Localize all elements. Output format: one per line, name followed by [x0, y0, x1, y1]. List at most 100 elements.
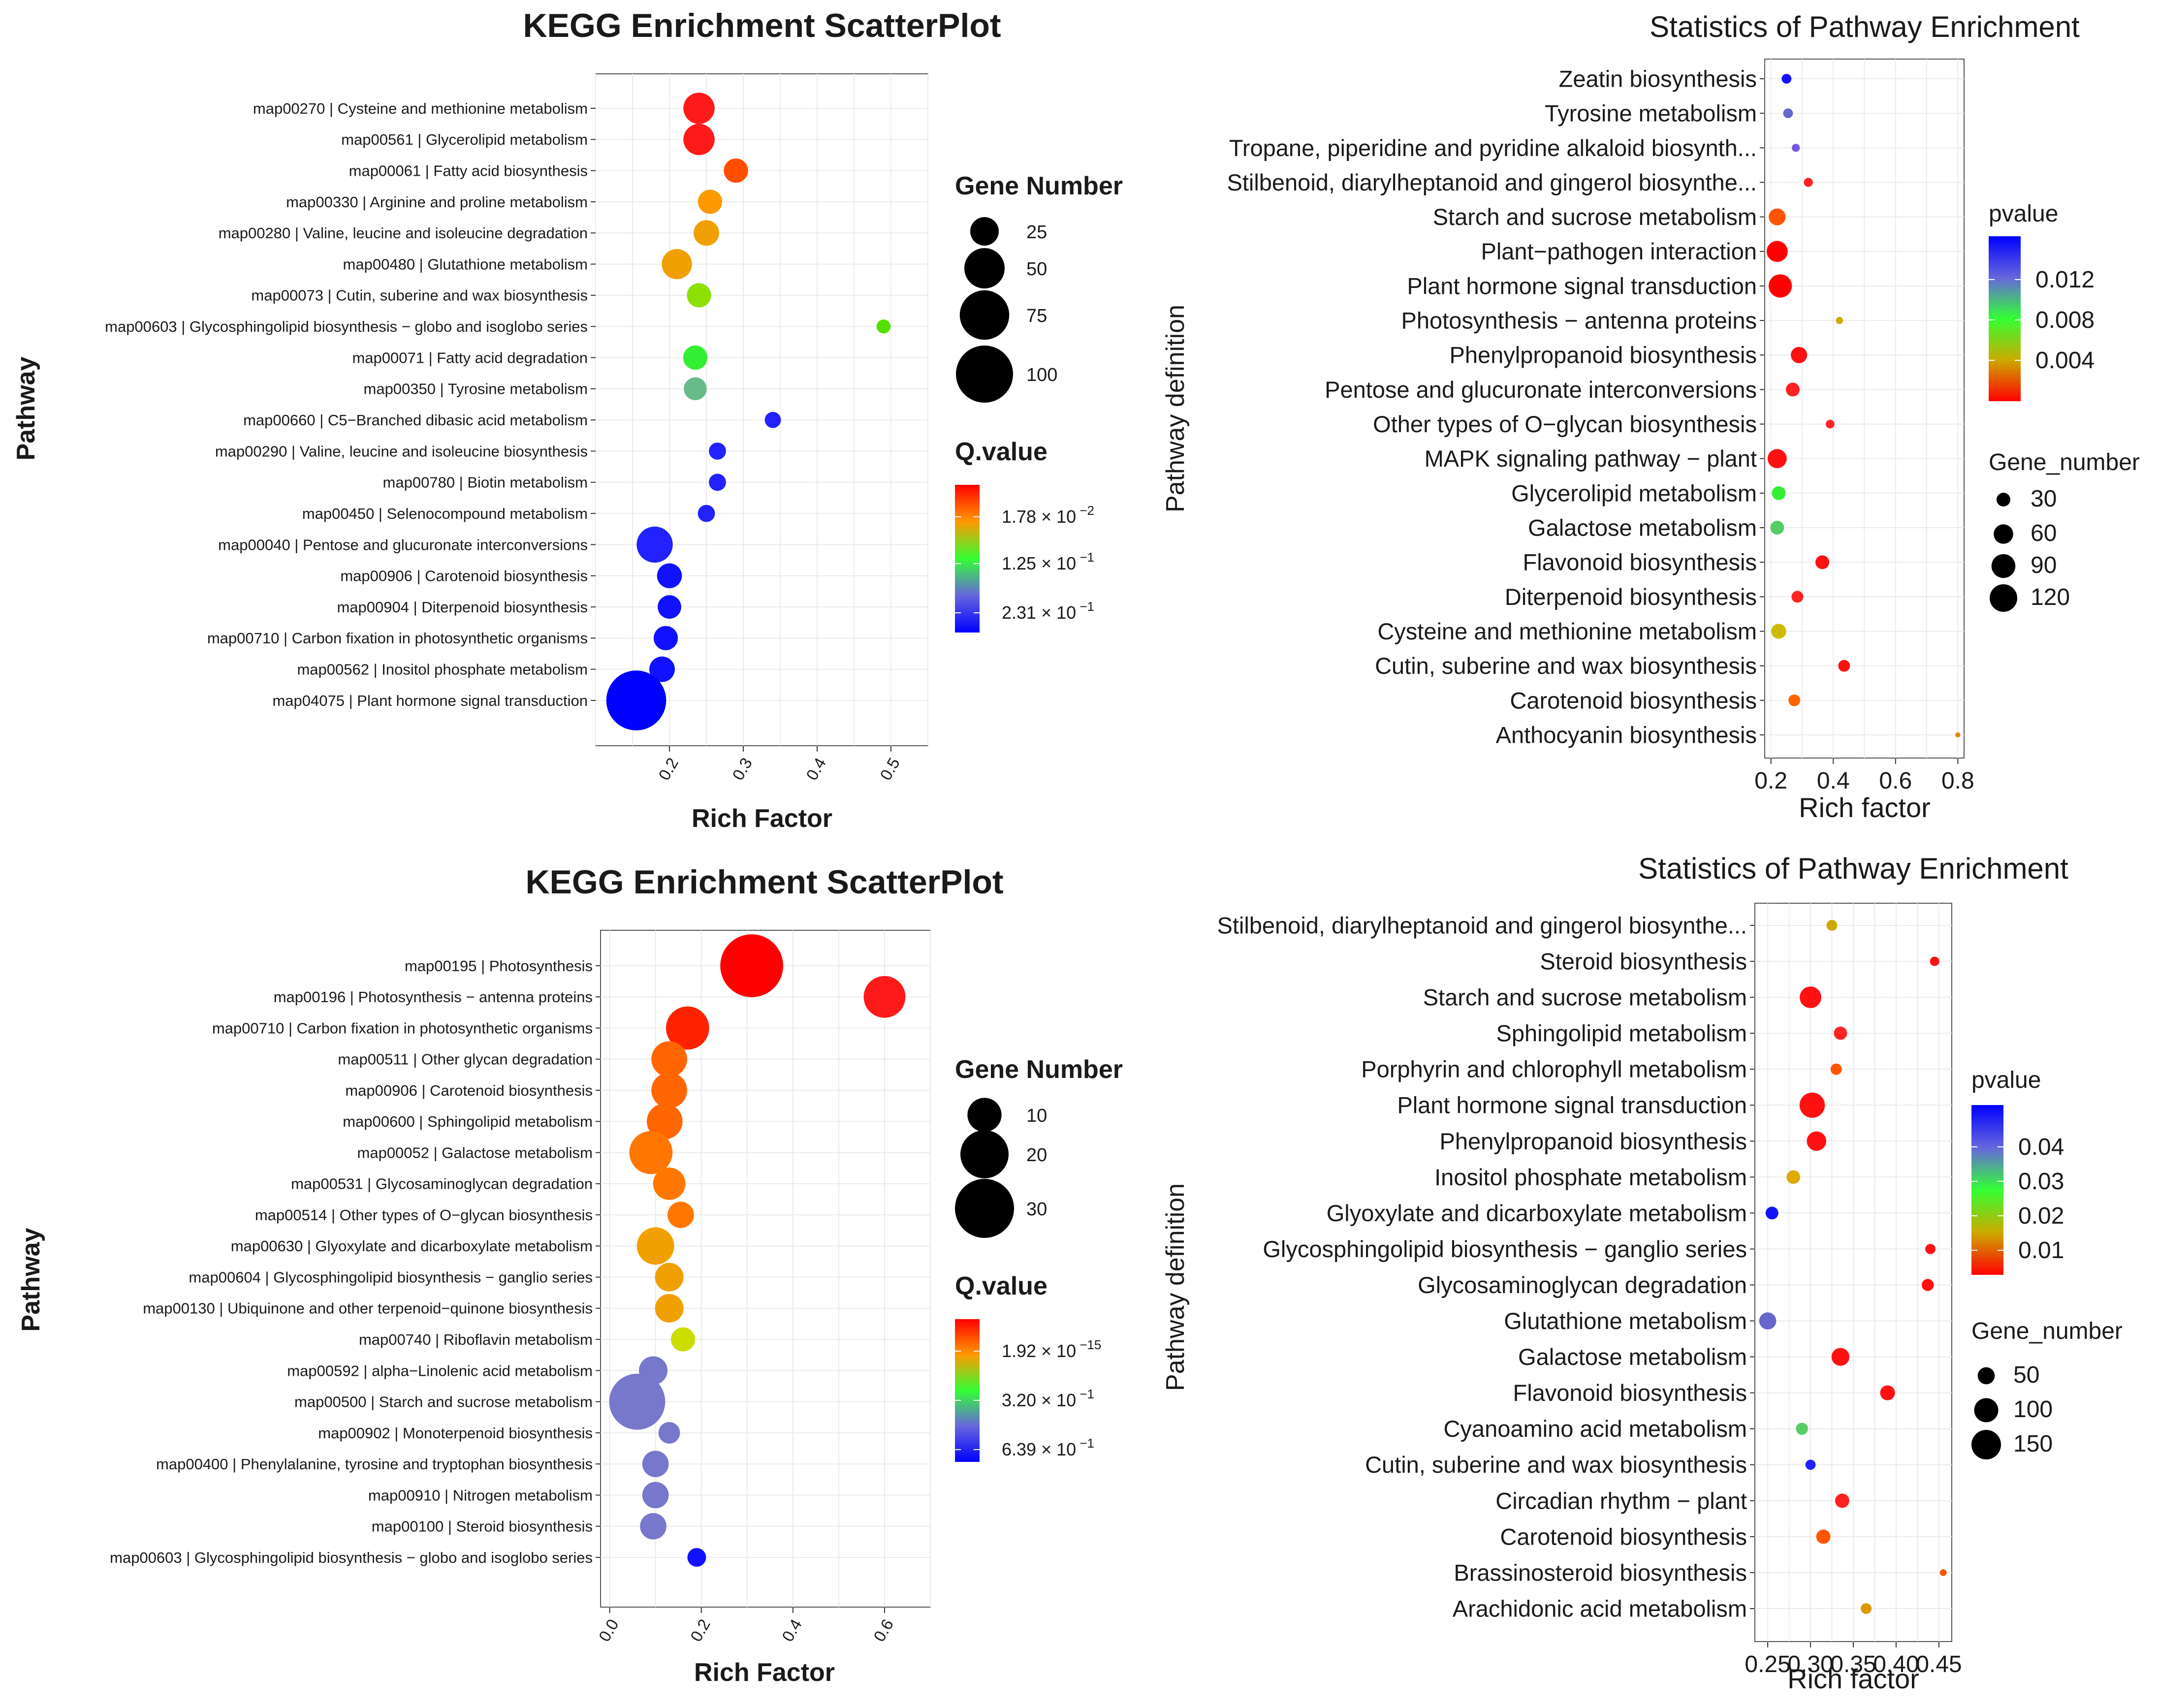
data-point: [636, 526, 673, 563]
data-point: [1799, 1092, 1825, 1118]
y-tick-label: Stilbenoid, diarylheptanoid and gingerol…: [1217, 912, 1747, 938]
size-legend-label: 10: [1026, 1106, 1047, 1126]
y-tick-label: Cyanoamino acid metabolism: [1443, 1416, 1747, 1442]
y-tick-label: Galactose metabolism: [1528, 515, 1757, 541]
y-tick-label: map00603 | Glycosphingolipid biosynthesi…: [105, 318, 588, 335]
x-axis-title: Rich Factor: [692, 804, 832, 833]
data-point: [655, 1263, 684, 1292]
data-point: [1800, 986, 1821, 1009]
data-point: [657, 563, 682, 589]
size-legend-label: 50: [1026, 259, 1047, 280]
y-tick-label: Inositol phosphate metabolism: [1434, 1164, 1747, 1190]
size-legend-label: 100: [1026, 365, 1057, 385]
size-legend-label: 20: [1026, 1145, 1047, 1166]
x-tick-label: 0.5: [876, 755, 903, 783]
data-point: [1838, 660, 1850, 672]
x-axis-title: Rich factor: [1787, 1663, 1919, 1694]
x-tick-label: 0.4: [778, 1616, 805, 1645]
data-point: [655, 1294, 684, 1323]
size-legend-title: Gene Number: [955, 172, 1123, 200]
y-tick-label: Pentose and glucuronate interconversions: [1325, 377, 1757, 403]
y-tick-label: map00195 | Photosynthesis: [405, 957, 593, 975]
data-point: [876, 319, 891, 334]
data-point: [662, 249, 692, 280]
data-point: [698, 190, 723, 214]
color-legend-label: 0.01: [2018, 1237, 2064, 1264]
y-tick-label: map00073 | Cutin, suberine and wax biosy…: [251, 287, 588, 304]
size-legend-key: [967, 1098, 1002, 1132]
data-point: [642, 1482, 669, 1509]
data-point: [1807, 1131, 1826, 1151]
legend: Gene_number 50 100 150 pvalue 0.04 0.03 0.02 0.0…: [1971, 1067, 2123, 1459]
data-point: [709, 443, 726, 460]
chart-title: Statistics of Pathway Enrichment: [1638, 852, 2068, 885]
size-legend-label: 30: [2031, 486, 2057, 512]
color-legend-bar: [955, 1319, 980, 1462]
x-tick-label: 0.2: [1754, 768, 1787, 794]
color-legend-bar: [1989, 236, 2021, 401]
y-tick-label: map00270 | Cysteine and methionine metab…: [253, 100, 588, 117]
label-exponent: −1: [1080, 600, 1094, 614]
y-tick-label: map00290 | Valine, leucine and isoleucin…: [215, 443, 588, 460]
y-tick-label: Circadian rhythm − plant: [1495, 1487, 1747, 1514]
y-tick-label: map00910 | Nitrogen metabolism: [368, 1487, 593, 1504]
data-point: [1830, 1063, 1842, 1075]
color-legend-label: 0.03: [2018, 1169, 2064, 1195]
label-exponent: −1: [1080, 1388, 1094, 1401]
data-point: [667, 1202, 694, 1228]
data-point: [1771, 624, 1786, 639]
y-tick-label: Plant hormone signal transduction: [1407, 273, 1757, 299]
label-base: 3.20 × 10: [1002, 1390, 1076, 1410]
y-tick-label: Flavonoid biosynthesis: [1513, 1380, 1747, 1406]
data-point: [646, 1103, 683, 1139]
size-legend-title: Gene Number: [955, 1055, 1123, 1084]
y-axis-title: Pathway definition: [1161, 305, 1190, 512]
label-exponent: −15: [1080, 1338, 1101, 1352]
color-legend-title: Q.value: [955, 438, 1048, 466]
y-tick-label: map00514 | Other types of O−glycan biosy…: [255, 1206, 593, 1224]
y-tick-label: Glycosphingolipid biosynthesis − ganglio…: [1263, 1236, 1747, 1262]
size-legend-key: [1997, 493, 2010, 506]
data-point: [683, 345, 708, 370]
data-point: [1772, 486, 1786, 500]
y-tick-label: map00906 | Carotenoid biosynthesis: [340, 568, 588, 585]
y-tick-label: Glyoxylate and dicarboxylate metabolism: [1327, 1200, 1747, 1226]
color-legend-label: 0.02: [2018, 1203, 2064, 1229]
x-tick-label: 0.2: [655, 755, 682, 783]
y-tick-label: Carotenoid biosynthesis: [1500, 1523, 1747, 1550]
label-base: 6.39 × 10: [1002, 1439, 1076, 1459]
y-tick-label: map00071 | Fatty acid degradation: [352, 349, 588, 366]
y-tick-label: Plant−pathogen interaction: [1481, 238, 1757, 264]
y-tick-label: map00531 | Glycosaminoglycan degradation: [291, 1175, 593, 1193]
size-legend-key: [960, 1130, 1009, 1178]
data-point: [1955, 732, 1961, 738]
size-legend-key: [970, 217, 999, 246]
color-legend-title: pvalue: [1989, 201, 2058, 227]
color-legend-label: 2.31 × 10 −1: [1002, 600, 1094, 623]
y-tick-label: Brassinosteroid biosynthesis: [1454, 1559, 1747, 1585]
x-tick-label: 0.6: [870, 1616, 897, 1645]
data-point: [720, 934, 783, 997]
data-point: [658, 1422, 680, 1444]
data-point: [609, 1373, 666, 1430]
label-base: 2.31 × 10: [1002, 602, 1076, 623]
y-tick-label: map00130 | Ubiquinone and other terpenoi…: [143, 1300, 593, 1317]
size-legend-key: [964, 248, 1005, 289]
y-tick-label: Steroid biosynthesis: [1540, 949, 1747, 975]
y-tick-label: map00040 | Pentose and glucuronate inter…: [218, 536, 588, 553]
y-tick-label: map00561 | Glycerolipid metabolism: [341, 131, 588, 148]
data-point: [1880, 1385, 1895, 1400]
chart-title: KEGG Enrichment ScatterPlot: [523, 7, 1001, 44]
color-legend-label: 3.20 × 10 −1: [1002, 1388, 1094, 1410]
y-tick-label: Sphingolipid metabolism: [1496, 1020, 1747, 1046]
y-tick-label: map00450 | Selenocompound metabolism: [302, 505, 588, 522]
size-legend-key: [1991, 554, 2016, 578]
y-tick-label: Carotenoid biosynthesis: [1510, 687, 1757, 713]
label-exponent: −1: [1080, 1437, 1094, 1451]
data-point: [1861, 1603, 1872, 1614]
data-point: [653, 626, 678, 650]
data-point: [640, 1513, 667, 1540]
color-legend-bar: [1971, 1105, 2003, 1275]
y-tick-label: Photosynthesis − antenna proteins: [1401, 308, 1757, 334]
